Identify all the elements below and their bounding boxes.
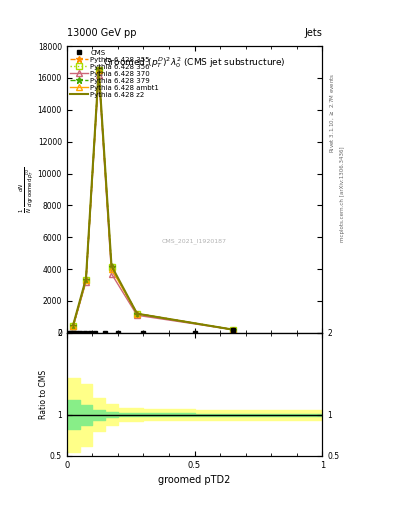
Pythia 6.428 379 (109, 264, 114, 270)
Pythia 6.428 ambt1 (230, 327, 235, 333)
CMS (71, 330, 75, 336)
Y-axis label: $\frac{1}{N}\,\frac{dN}{d\,\mathrm{groomed}\,p_{T}^{D2}}$: $\frac{1}{N}\,\frac{dN}{d\,\mathrm{groom… (17, 166, 36, 212)
Text: mcplots.cern.ch [arXiv:1306.3436]: mcplots.cern.ch [arXiv:1306.3436] (340, 147, 345, 242)
CMS (141, 330, 146, 336)
CMS (87, 330, 92, 336)
Pythia 6.428 370 (109, 271, 114, 277)
Text: Jets: Jets (305, 28, 322, 38)
Line: Pythia 6.428 ambt1: Pythia 6.428 ambt1 (70, 67, 236, 332)
Pythia 6.428 379 (71, 323, 75, 329)
CMS (116, 330, 120, 336)
CMS (77, 330, 82, 336)
Pythia 6.428 370 (96, 72, 101, 78)
Pythia 6.428 ambt1 (71, 323, 75, 329)
Pythia 6.428 356 (135, 311, 140, 317)
Pythia 6.428 379 (135, 311, 140, 317)
Pythia 6.428 ambt1 (109, 266, 114, 272)
Pythia 6.428 370 (71, 324, 75, 330)
Pythia 6.428 356 (230, 327, 235, 333)
Line: CMS: CMS (66, 327, 235, 335)
Pythia 6.428 356 (71, 323, 75, 329)
CMS (103, 330, 108, 336)
CMS (73, 330, 78, 336)
Pythia 6.428 379 (84, 277, 88, 283)
Pythia 6.428 355 (230, 327, 235, 333)
Text: CMS_2021_I1920187: CMS_2021_I1920187 (162, 238, 227, 244)
Text: Rivet 3.1.10, $\geq$ 2.7M events: Rivet 3.1.10, $\geq$ 2.7M events (328, 72, 336, 153)
Pythia 6.428 z2 (96, 66, 101, 72)
CMS (68, 330, 73, 336)
Pythia 6.428 z2 (230, 327, 235, 333)
CMS (83, 330, 87, 336)
Pythia 6.428 355 (135, 311, 140, 317)
Line: Pythia 6.428 z2: Pythia 6.428 z2 (70, 66, 236, 332)
Pythia 6.428 355 (71, 323, 75, 329)
Pythia 6.428 355 (109, 264, 114, 270)
Pythia 6.428 ambt1 (135, 311, 140, 317)
Pythia 6.428 356 (109, 264, 114, 270)
Line: Pythia 6.428 379: Pythia 6.428 379 (70, 67, 236, 333)
CMS (93, 330, 97, 336)
Pythia 6.428 z2 (135, 311, 140, 317)
Pythia 6.428 370 (84, 279, 88, 285)
Pythia 6.428 355 (84, 277, 88, 283)
Line: Pythia 6.428 355: Pythia 6.428 355 (70, 67, 236, 333)
X-axis label: groomed pTD2: groomed pTD2 (158, 475, 231, 485)
Pythia 6.428 370 (135, 312, 140, 318)
Text: 13000 GeV pp: 13000 GeV pp (67, 28, 136, 38)
Text: Groomed $(p_{T}^{D})^2\lambda_0^2$ (CMS jet substructure): Groomed $(p_{T}^{D})^2\lambda_0^2$ (CMS … (103, 55, 286, 70)
Pythia 6.428 z2 (109, 263, 114, 269)
Legend: CMS, Pythia 6.428 355, Pythia 6.428 356, Pythia 6.428 370, Pythia 6.428 379, Pyt: CMS, Pythia 6.428 355, Pythia 6.428 356,… (69, 48, 161, 99)
Pythia 6.428 355 (96, 67, 101, 73)
Pythia 6.428 370 (230, 327, 235, 333)
Pythia 6.428 z2 (71, 322, 75, 328)
Pythia 6.428 356 (96, 67, 101, 73)
CMS (230, 327, 235, 333)
Pythia 6.428 z2 (84, 275, 88, 282)
CMS (192, 330, 197, 336)
Line: Pythia 6.428 356: Pythia 6.428 356 (70, 67, 236, 332)
Y-axis label: Ratio to CMS: Ratio to CMS (39, 370, 48, 419)
CMS (66, 330, 70, 336)
Pythia 6.428 356 (84, 277, 88, 283)
Pythia 6.428 ambt1 (96, 67, 101, 73)
Pythia 6.428 379 (230, 327, 235, 333)
Pythia 6.428 ambt1 (84, 277, 88, 283)
Line: Pythia 6.428 370: Pythia 6.428 370 (70, 72, 236, 332)
Pythia 6.428 379 (96, 67, 101, 73)
